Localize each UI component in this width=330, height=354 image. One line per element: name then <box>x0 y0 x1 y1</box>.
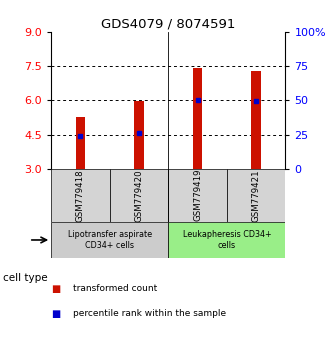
Text: ■: ■ <box>51 284 60 293</box>
Text: ■: ■ <box>51 309 60 319</box>
Text: GSM779419: GSM779419 <box>193 169 202 222</box>
Text: cell type: cell type <box>3 273 48 283</box>
Bar <box>227 169 285 222</box>
Bar <box>51 169 110 222</box>
Bar <box>168 169 227 222</box>
Text: GSM779418: GSM779418 <box>76 169 85 222</box>
Text: GSM779421: GSM779421 <box>252 169 261 222</box>
Bar <box>134 101 144 169</box>
Title: GDS4079 / 8074591: GDS4079 / 8074591 <box>101 18 236 31</box>
Bar <box>168 222 285 258</box>
Text: transformed count: transformed count <box>73 284 157 293</box>
Bar <box>76 118 85 169</box>
Bar <box>51 222 168 258</box>
Bar <box>110 169 168 222</box>
Text: Lipotransfer aspirate
CD34+ cells: Lipotransfer aspirate CD34+ cells <box>68 230 152 250</box>
Bar <box>193 68 202 169</box>
Text: Leukapheresis CD34+
cells: Leukapheresis CD34+ cells <box>182 230 271 250</box>
Text: GSM779420: GSM779420 <box>135 169 144 222</box>
Bar <box>251 71 261 169</box>
Text: percentile rank within the sample: percentile rank within the sample <box>73 309 226 319</box>
